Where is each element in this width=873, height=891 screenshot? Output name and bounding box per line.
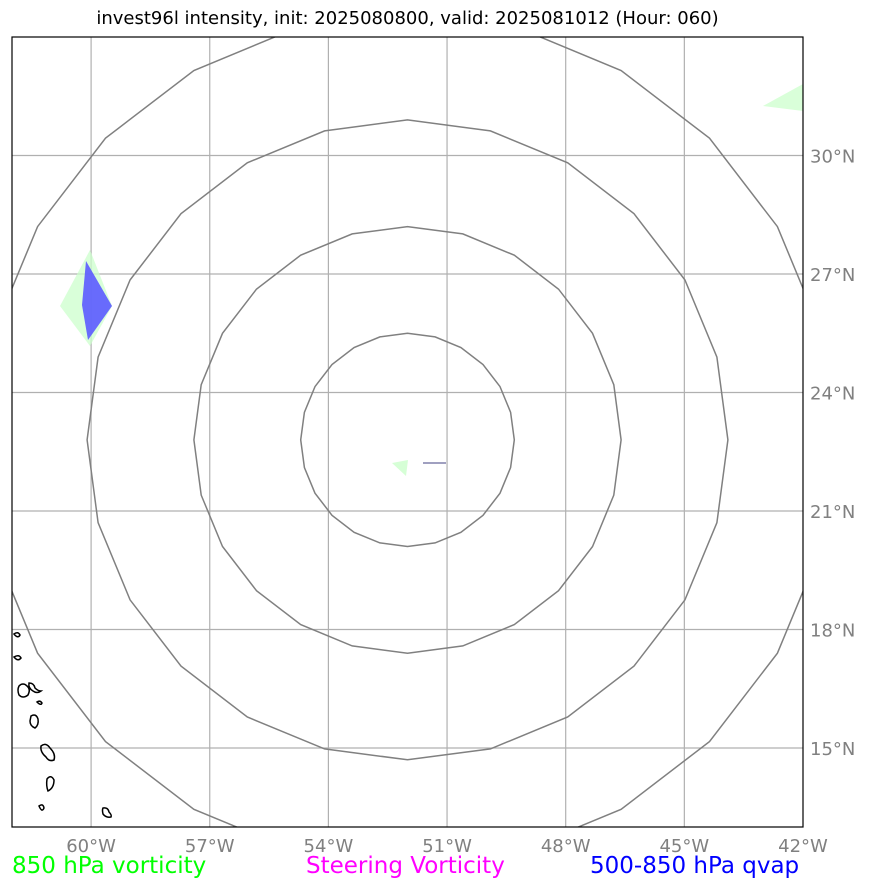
vorticity-patch-ne [763,84,803,111]
island-outline [29,714,39,729]
legend-steering-vorticity: Steering Vorticity [306,853,505,879]
island-outline [12,654,22,661]
lon-tick-label: 51°W [422,836,472,857]
lat-tick-label: 18°N [810,621,855,642]
axis-tick-labels: 60°W 57°W 54°W 51°W 48°W 45°W 42°W 15°N 18°N 21°N… [66,147,855,858]
island-outline [17,683,31,698]
lon-tick-label: 54°W [304,836,354,857]
lat-tick-label: 24°N [810,384,855,405]
lat-tick-label: 30°N [810,147,855,168]
legend-qvap: 500-850 hPa qvap [590,853,800,879]
range-ring [299,332,516,548]
island-outline [12,631,21,638]
island-outline [35,700,43,706]
lat-tick-label: 27°N [810,265,855,286]
lon-tick-label: 60°W [66,836,116,857]
range-ring [86,119,729,761]
map-title: invest96l intensity, init: 2025080800, v… [96,8,719,29]
legend-850hpa-vorticity: 850 hPa vorticity [12,853,207,879]
island-outline [28,682,44,694]
lat-tick-label: 15°N [810,739,855,760]
range-ring [12,37,803,827]
field-shading [60,84,803,476]
qvap-patch-west [82,261,112,340]
lat-tick-label: 21°N [810,502,855,523]
island-outline [45,776,55,793]
lon-tick-label: 48°W [541,836,591,857]
vorticity-patch-center [392,460,408,476]
lon-tick-label: 45°W [659,836,709,857]
lon-tick-label: 42°W [778,836,828,857]
lon-tick-label: 57°W [185,836,235,857]
coastlines [12,631,112,818]
graticule [12,37,803,827]
island-outline [40,743,56,762]
map-frame [11,36,804,828]
island-outline [101,807,112,818]
range-ring [193,225,622,654]
range-rings [12,37,803,827]
island-outline [38,804,45,811]
